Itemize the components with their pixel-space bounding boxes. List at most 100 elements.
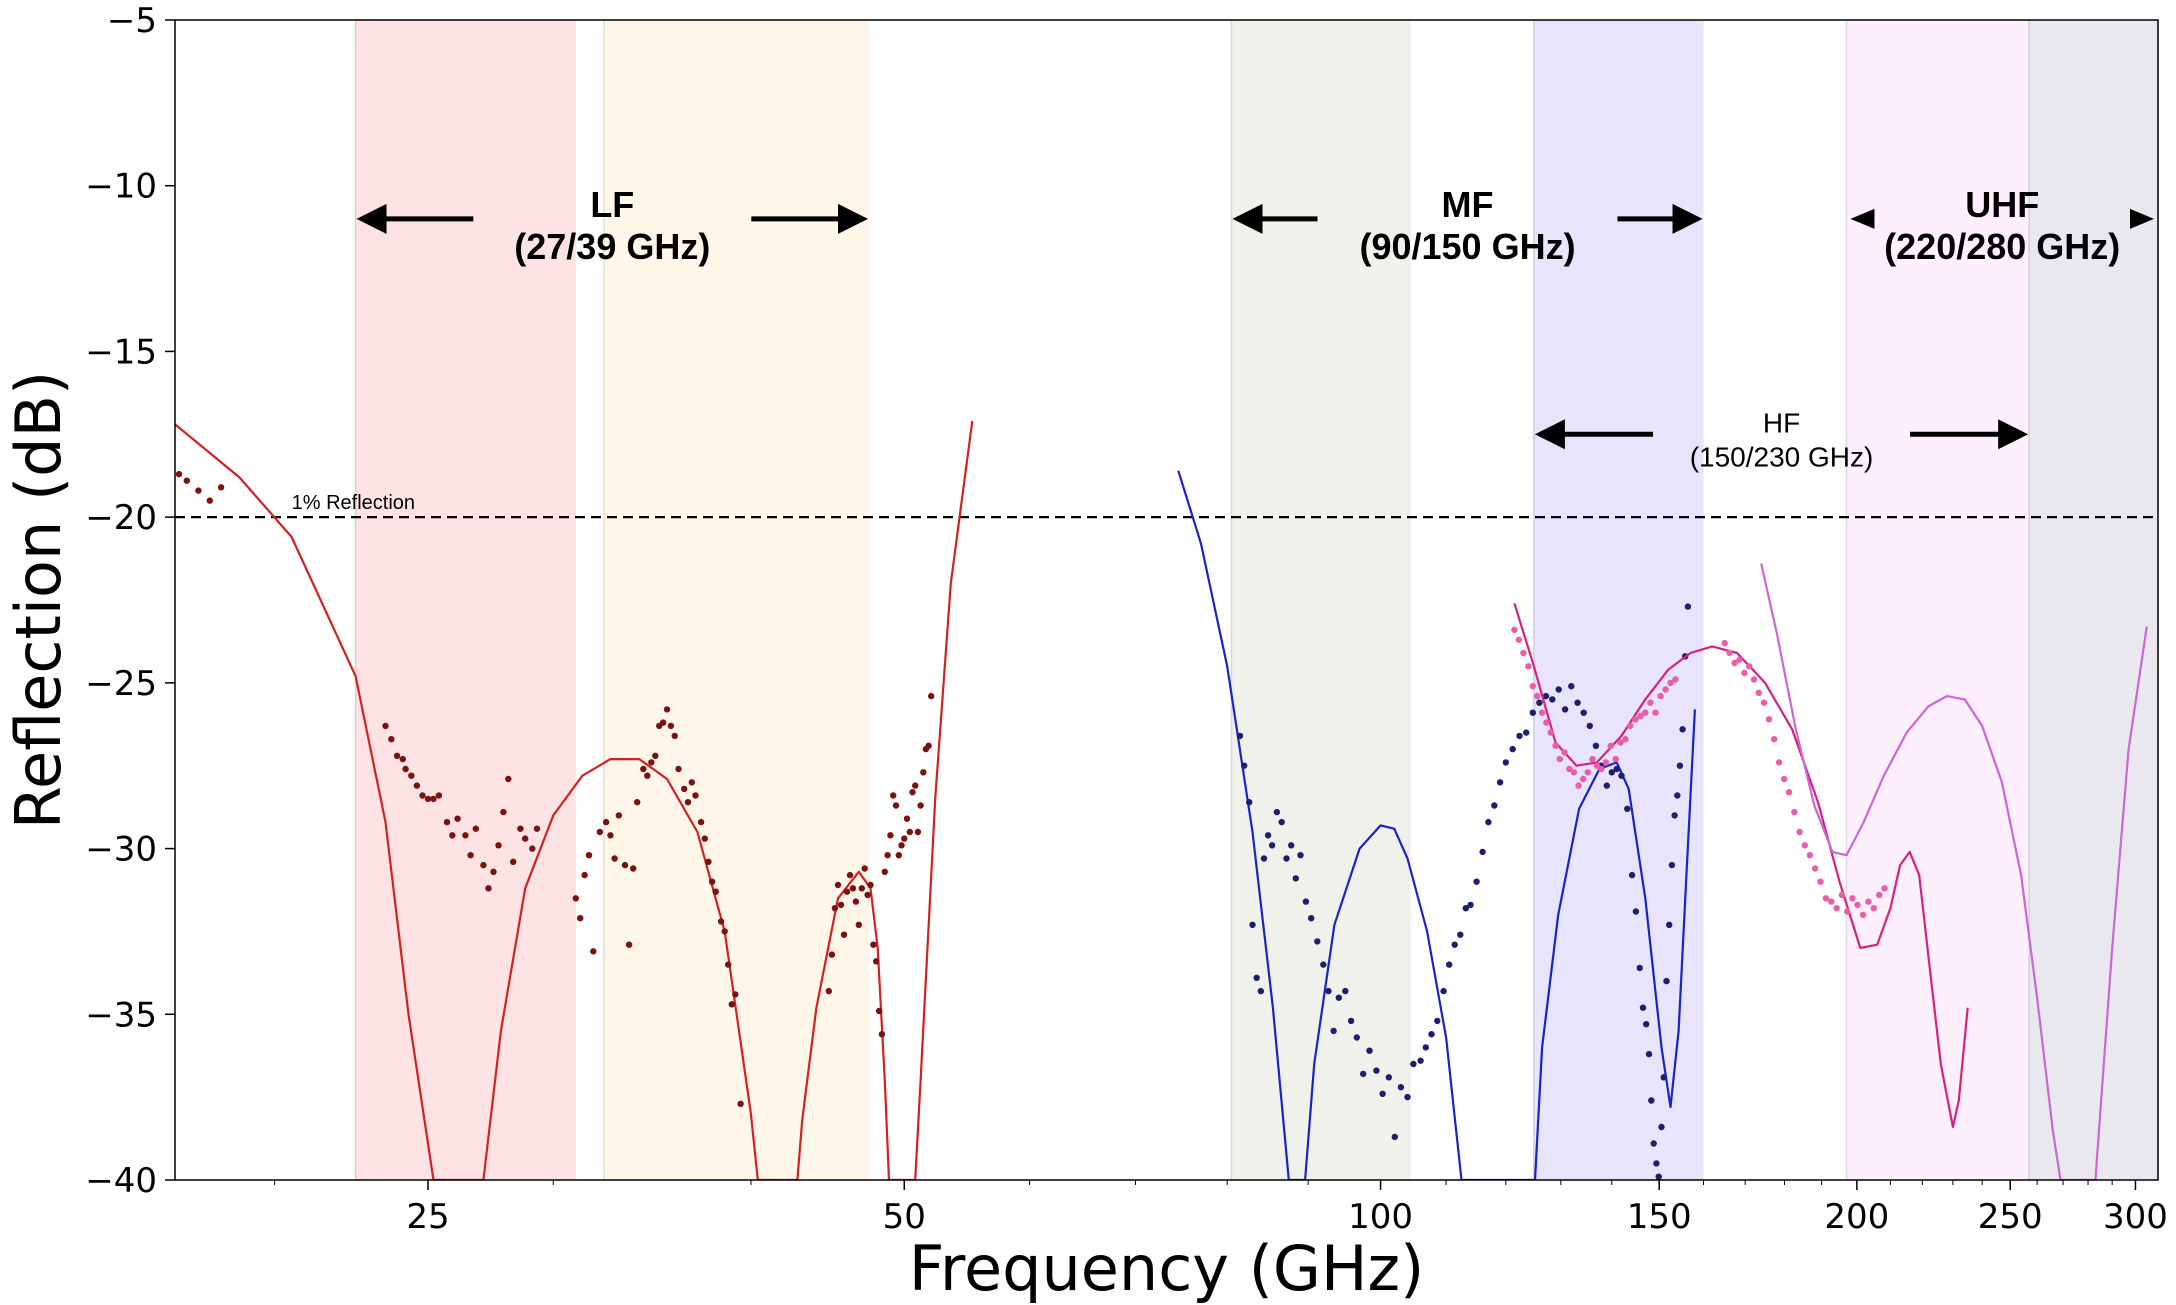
data-point xyxy=(1648,1097,1655,1104)
data-point xyxy=(1741,669,1748,677)
x-tick-label: 300 xyxy=(2103,1197,2168,1237)
data-point xyxy=(1410,1060,1417,1068)
data-point xyxy=(652,752,659,759)
data-point xyxy=(1580,775,1587,783)
data-point xyxy=(640,765,647,773)
annotation-title: HF xyxy=(1763,407,1800,438)
data-point xyxy=(590,948,597,955)
data-point xyxy=(1330,1027,1337,1035)
data-point xyxy=(1622,736,1629,743)
data-point xyxy=(1657,692,1664,700)
data-series xyxy=(175,420,2148,1180)
data-point xyxy=(1283,855,1290,862)
data-point xyxy=(596,828,603,836)
data-point xyxy=(925,742,932,749)
data-point xyxy=(402,765,409,773)
data-point xyxy=(1446,961,1453,968)
data-point xyxy=(1684,603,1692,610)
data-point xyxy=(1552,742,1559,749)
data-point xyxy=(621,861,629,869)
data-point xyxy=(1574,699,1581,706)
data-point xyxy=(1603,782,1611,789)
data-point xyxy=(1297,852,1304,859)
data-point xyxy=(1241,762,1248,769)
data-point xyxy=(828,951,836,958)
data-point xyxy=(1491,802,1498,809)
data-point xyxy=(1668,861,1676,869)
series-uhf-simulated xyxy=(1760,563,2148,1180)
annotation-title: LF xyxy=(590,184,634,225)
y-tick-label: −5 xyxy=(107,1,157,41)
data-point xyxy=(1570,769,1578,776)
data-point xyxy=(1523,729,1530,736)
reference-lines: 1% Reflection xyxy=(175,492,2158,519)
data-point xyxy=(577,915,584,922)
data-point xyxy=(1653,1160,1660,1167)
data-point xyxy=(1822,895,1830,902)
data-point xyxy=(1618,772,1625,779)
data-point xyxy=(1547,729,1554,736)
data-point xyxy=(884,852,891,859)
data-point xyxy=(1731,659,1738,667)
data-point xyxy=(881,868,888,875)
data-point xyxy=(1671,812,1678,819)
data-point xyxy=(388,736,395,743)
data-point xyxy=(912,782,919,789)
data-point xyxy=(1589,755,1596,763)
annotation-uhf: UHF(220/280 GHz) xyxy=(1850,184,2154,267)
series-mf-simulated xyxy=(1177,470,1696,1180)
arrow-left xyxy=(1850,208,1875,229)
data-point xyxy=(490,868,497,875)
data-point xyxy=(1288,842,1295,849)
data-point xyxy=(1632,716,1639,723)
data-point xyxy=(1292,875,1300,882)
reference-line-label: 1% Reflection xyxy=(292,492,415,514)
data-point xyxy=(1391,1133,1399,1141)
data-point xyxy=(1434,1017,1441,1025)
data-point xyxy=(419,792,426,799)
data-point xyxy=(1366,1047,1373,1054)
data-point xyxy=(408,772,415,779)
data-point xyxy=(572,895,579,902)
annotation-subtitle: (90/150 GHz) xyxy=(1359,226,1575,267)
data-point xyxy=(435,792,443,799)
data-point xyxy=(732,991,739,998)
data-point xyxy=(1509,745,1516,753)
band-uhf-280 xyxy=(2029,20,2158,1180)
data-point xyxy=(206,497,213,504)
data-point xyxy=(1652,709,1659,716)
data-point xyxy=(1628,871,1636,879)
data-point xyxy=(1467,901,1474,909)
data-point xyxy=(1325,987,1332,995)
data-point xyxy=(1639,1004,1647,1011)
data-point xyxy=(1302,898,1310,905)
data-point xyxy=(887,832,894,839)
data-point xyxy=(1806,852,1814,859)
x-tick-label: 200 xyxy=(1824,1197,1889,1237)
data-point xyxy=(708,878,716,885)
data-point xyxy=(1555,686,1562,693)
data-point xyxy=(1246,799,1253,806)
data-point xyxy=(1353,1034,1361,1041)
y-tick-label: −20 xyxy=(85,498,157,538)
data-point xyxy=(1726,649,1733,657)
data-point xyxy=(581,871,588,879)
data-point xyxy=(1637,712,1644,720)
data-point xyxy=(1580,709,1587,716)
data-point xyxy=(467,852,474,859)
data-point xyxy=(892,802,900,809)
data-point xyxy=(909,789,916,796)
data-point xyxy=(1314,938,1321,945)
data-point xyxy=(1721,639,1728,647)
data-point xyxy=(1566,765,1573,773)
data-point xyxy=(1643,1020,1650,1028)
data-point xyxy=(1647,699,1654,706)
annotation-subtitle: (220/280 GHz) xyxy=(1884,226,2120,267)
data-point xyxy=(399,755,406,763)
data-point xyxy=(1796,828,1803,836)
data-point xyxy=(1667,679,1674,687)
data-point xyxy=(725,961,732,968)
data-point xyxy=(1608,769,1616,776)
band-lf-27 xyxy=(355,20,576,1180)
data-point xyxy=(1876,891,1883,899)
